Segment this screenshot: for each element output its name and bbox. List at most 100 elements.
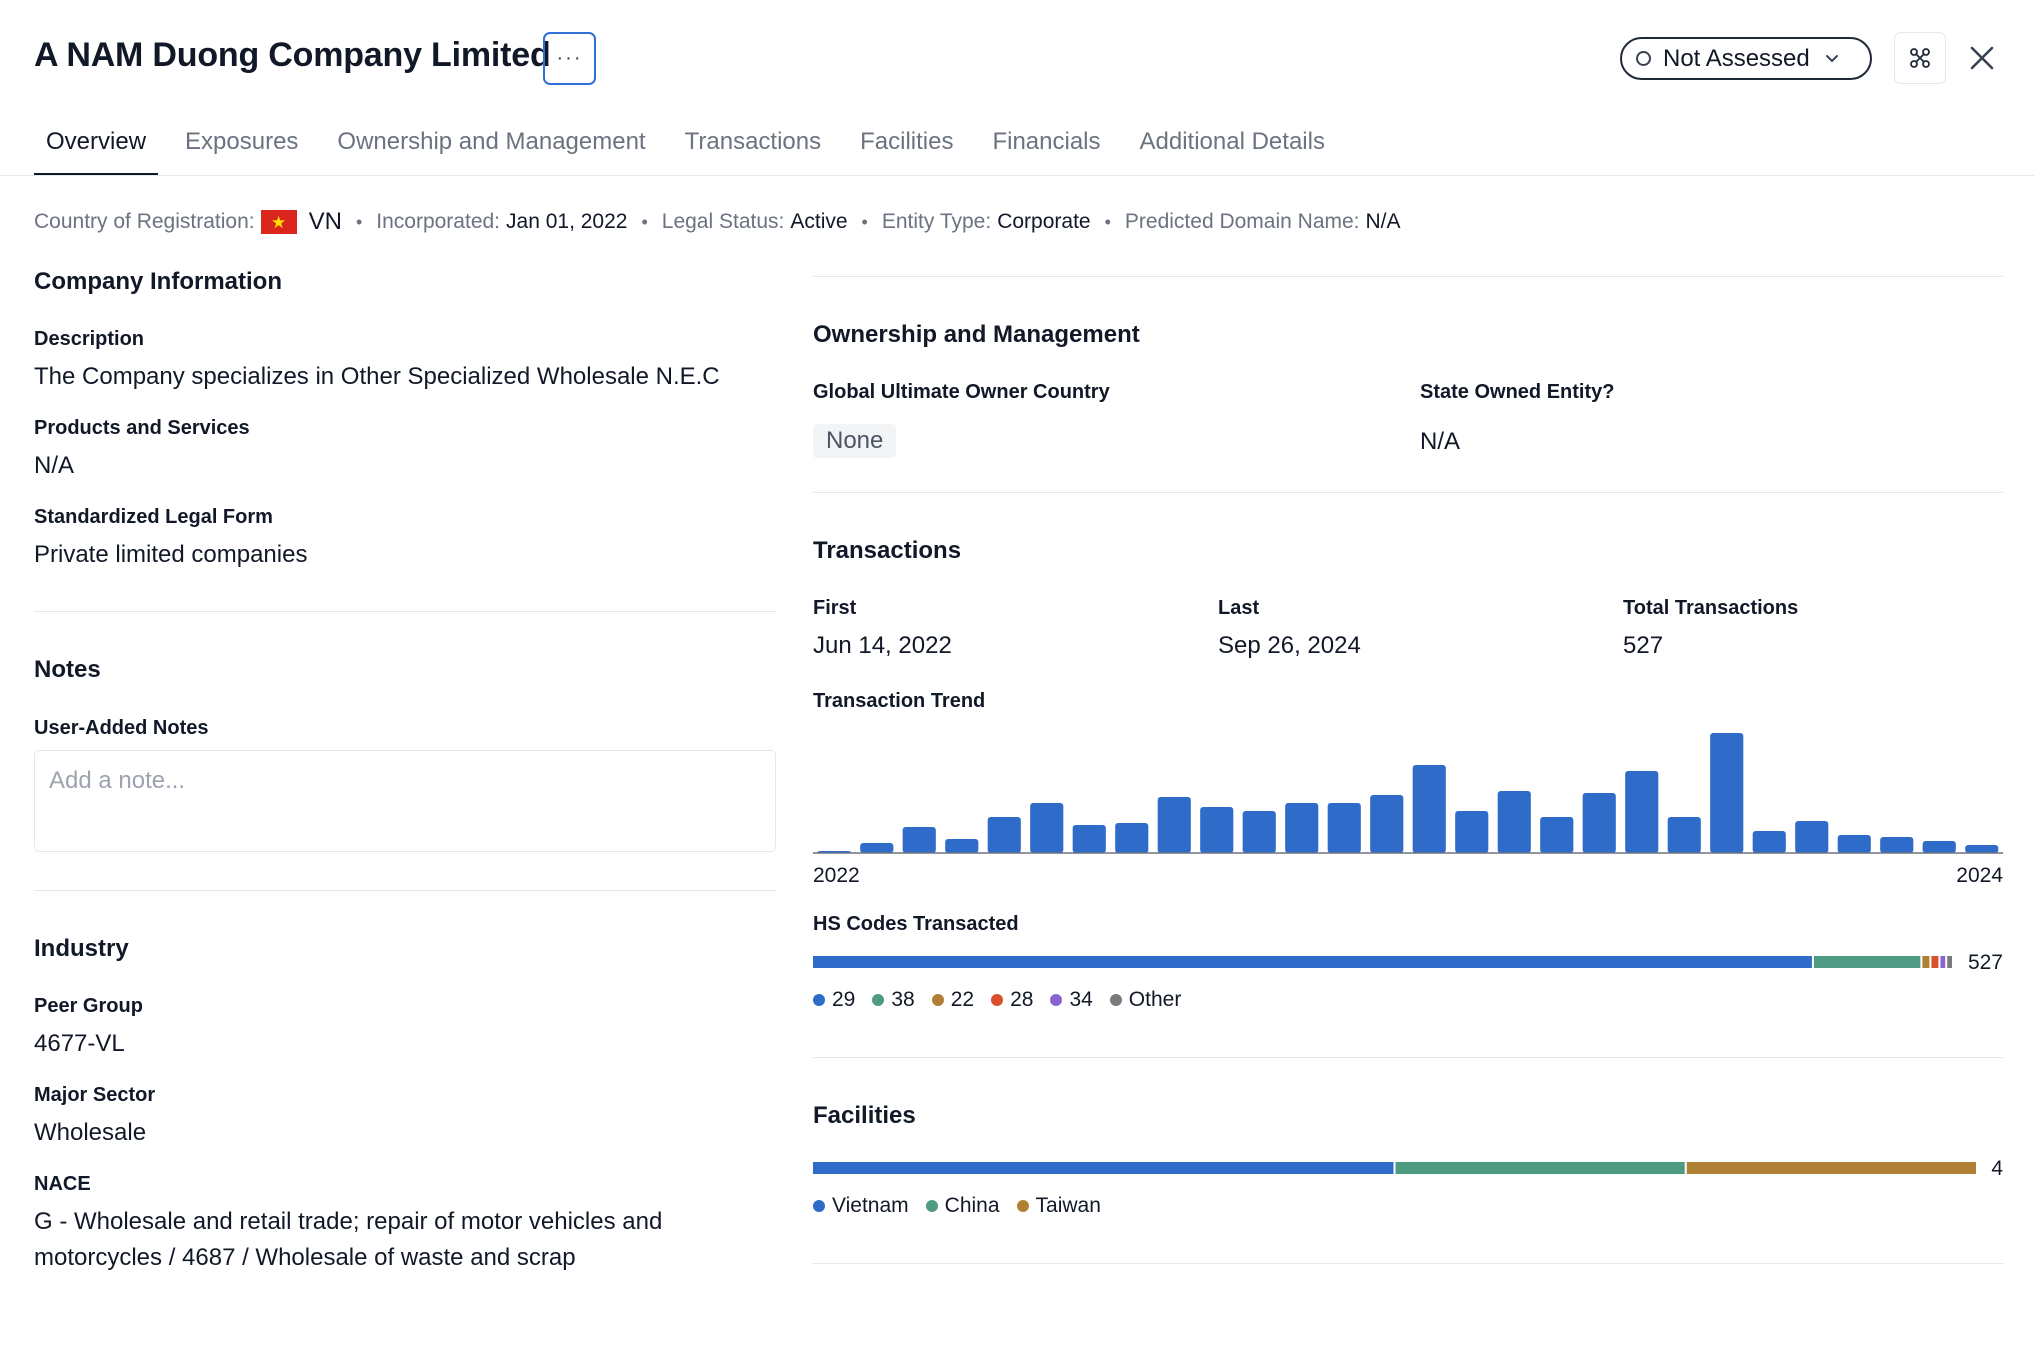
hs-code-segment[interactable] — [1947, 956, 1952, 968]
trend-bar[interactable] — [987, 817, 1021, 853]
state-owned-label: State Owned Entity? — [1420, 381, 1615, 403]
hs-codes-total: 527 — [1968, 951, 2003, 974]
trend-bar[interactable] — [1455, 811, 1489, 853]
trend-bar[interactable] — [1072, 825, 1106, 853]
first-transaction-value: Jun 14, 2022 — [813, 632, 952, 659]
trend-bar[interactable] — [1582, 793, 1616, 853]
domain-label: Predicted Domain Name: — [1124, 210, 1360, 233]
trend-bar[interactable] — [1667, 817, 1701, 853]
trend-bar[interactable] — [1327, 803, 1361, 853]
chevron-down-icon — [1826, 55, 1838, 63]
legal-form-label: Standardized Legal Form — [34, 506, 273, 528]
more-options-button[interactable]: ··· — [543, 32, 596, 85]
hs-code-segment[interactable] — [1931, 956, 1939, 968]
legend-swatch — [813, 1200, 825, 1212]
trend-bar[interactable] — [1030, 803, 1064, 853]
trend-bar[interactable] — [1710, 733, 1744, 853]
trend-bar[interactable] — [1540, 817, 1574, 853]
network-graph-button[interactable] — [1894, 32, 1946, 84]
hs-codes-stacked-bar: 527 — [813, 951, 2003, 974]
legend-swatch — [1016, 1200, 1029, 1212]
products-label: Products and Services — [34, 417, 250, 439]
tab-bar: Overview Exposures Ownership and Managem… — [34, 120, 1352, 176]
trend-bar[interactable] — [1157, 797, 1191, 853]
trend-bar[interactable] — [1200, 807, 1234, 853]
notes-placeholder: Add a note... — [49, 767, 186, 794]
total-transactions-value: 527 — [1623, 632, 1664, 659]
notes-input[interactable]: Add a note... — [34, 750, 776, 852]
hs-code-legend-item: 29 — [813, 988, 855, 1012]
facility-segment[interactable] — [1686, 1162, 1976, 1174]
legal-form-value: Private limited companies — [34, 541, 308, 568]
ownership-fields: Global Ultimate Owner Country None State… — [813, 381, 2003, 460]
facility-segment[interactable] — [1395, 1162, 1685, 1174]
transaction-stats: First Jun 14, 2022 Last Sep 26, 2024 Tot… — [813, 597, 2003, 664]
legend-label: 29 — [832, 988, 856, 1011]
description-value: The Company specializes in Other Special… — [34, 363, 720, 390]
total-transactions-label: Total Transactions — [1623, 597, 1799, 619]
tab-exposures[interactable]: Exposures — [185, 128, 299, 155]
tab-ownership-and-management[interactable]: Ownership and Management — [337, 128, 646, 155]
trend-bar[interactable] — [1795, 821, 1829, 853]
trend-bar[interactable] — [1752, 831, 1786, 853]
hs-code-segment[interactable] — [813, 956, 1812, 968]
peer-group-label: Peer Group — [34, 995, 143, 1017]
hs-code-segment[interactable] — [1922, 956, 1930, 968]
notes-heading: Notes — [34, 656, 101, 683]
legend-label: Vietnam — [832, 1194, 909, 1217]
legend-swatch — [925, 1200, 938, 1212]
trend-bar[interactable] — [1837, 835, 1871, 853]
facilities-total: 4 — [1991, 1157, 2003, 1180]
left-column: Company Information Description The Comp… — [34, 268, 776, 1276]
company-information-heading: Company Information — [34, 268, 283, 295]
entity-summary-line: Country of Registration: ★ VN • Incorpor… — [34, 208, 1401, 236]
trend-bar[interactable] — [1242, 811, 1276, 853]
hs-code-segment[interactable] — [1940, 956, 1946, 968]
facility-legend-item: Taiwan — [1016, 1194, 1101, 1218]
separator-dot: • — [641, 211, 648, 232]
last-transaction-label: Last — [1218, 597, 1260, 619]
entity-type-value: Corporate — [997, 210, 1091, 233]
assessment-status-dropdown[interactable]: Not Assessed — [1620, 37, 1872, 80]
trend-bar[interactable] — [1922, 841, 1956, 853]
tab-overview[interactable]: Overview — [34, 120, 159, 176]
tab-facilities[interactable]: Facilities — [860, 128, 954, 155]
trend-bar[interactable] — [1115, 823, 1149, 853]
trend-bar[interactable] — [860, 843, 894, 853]
trend-start-label: 2022 — [813, 864, 860, 887]
trend-bar[interactable] — [1880, 837, 1914, 853]
tab-financials[interactable]: Financials — [992, 128, 1101, 155]
trend-bar[interactable] — [1625, 771, 1659, 853]
trend-bar[interactable] — [1497, 791, 1531, 853]
tab-divider — [0, 175, 2034, 176]
section-divider — [813, 1057, 2003, 1058]
trend-bar[interactable] — [945, 839, 979, 853]
hs-code-legend-item: 28 — [991, 988, 1033, 1012]
hs-code-segment[interactable] — [1813, 956, 1921, 968]
description-label: Description — [34, 328, 145, 350]
section-divider — [813, 492, 2003, 493]
assessment-status-label: Not Assessed — [1663, 44, 1810, 72]
state-owned-value: N/A — [1420, 428, 1461, 455]
status-circle-icon — [1636, 51, 1651, 66]
legend-label: China — [944, 1194, 1000, 1217]
incorporated-value: Jan 01, 2022 — [506, 210, 628, 233]
transactions-heading: Transactions — [813, 537, 962, 564]
trend-bar[interactable] — [902, 827, 936, 853]
trend-bar[interactable] — [1965, 845, 1999, 853]
legend-swatch — [1050, 994, 1063, 1006]
hs-code-legend-item: Other — [1109, 988, 1181, 1012]
transaction-trend-label: Transaction Trend — [813, 690, 986, 712]
hs-code-legend-item: 22 — [931, 988, 974, 1012]
user-notes-label: User-Added Notes — [34, 717, 209, 739]
tab-transactions[interactable]: Transactions — [684, 128, 822, 155]
trend-bar[interactable] — [1370, 795, 1404, 853]
close-button[interactable] — [1962, 38, 2002, 78]
peer-group-value: 4677-VL — [34, 1030, 125, 1057]
tab-additional-details[interactable]: Additional Details — [1139, 128, 1325, 155]
section-divider — [34, 890, 776, 891]
facilities-legend: Vietnam China Taiwan — [813, 1194, 2003, 1218]
trend-bar[interactable] — [1412, 765, 1446, 853]
facility-segment[interactable] — [813, 1162, 1394, 1174]
trend-bar[interactable] — [1285, 803, 1319, 853]
